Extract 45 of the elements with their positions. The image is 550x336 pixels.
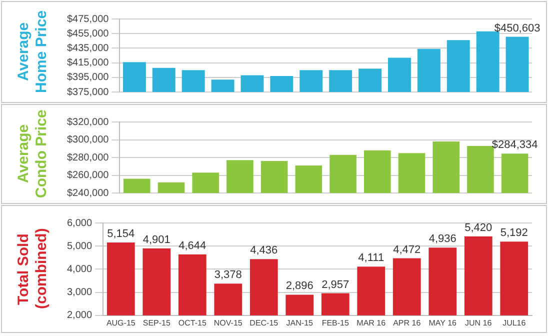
data-label: 2,896 <box>286 280 314 292</box>
data-label: 3,378 <box>214 269 242 282</box>
x-tick-label: SEP-15 <box>142 318 171 328</box>
x-tick-label: AUG-15 <box>106 318 136 328</box>
y-tick-label: $320,000 <box>66 116 110 128</box>
y-tick-label: $280,000 <box>66 152 110 164</box>
x-tick-label: JUL16 <box>502 318 526 328</box>
x-tick-label: DEC-15 <box>250 318 279 328</box>
x-tick-label: MAY 16 <box>428 318 458 328</box>
data-label: 4,644 <box>178 240 206 252</box>
y-tick-label: 4,000 <box>66 264 92 275</box>
data-label: $284,334 <box>492 139 538 152</box>
y-tick-label: 3,000 <box>66 287 92 298</box>
y-tick-label: $455,000 <box>66 28 110 40</box>
data-label: 4,111 <box>358 252 384 264</box>
y-tick-label: $435,000 <box>66 42 110 54</box>
y-axis-title: Total Sold (combined) <box>15 228 51 312</box>
y-tick-label: $240,000 <box>66 188 110 199</box>
x-tick-label: MAR 16 <box>356 318 386 328</box>
data-label: $450,603 <box>494 22 540 34</box>
y-tick-label: 5,000 <box>66 240 92 252</box>
data-label: 5,192 <box>500 227 528 240</box>
data-label: 4,472 <box>393 244 421 256</box>
y-tick-label: $395,000 <box>66 72 110 84</box>
x-tick-label: APR 16 <box>393 318 422 328</box>
x-tick-label: NOV-15 <box>214 318 243 328</box>
y-tick-label: $415,000 <box>66 58 110 69</box>
y-tick-label: 6,000 <box>66 218 92 229</box>
data-label: 4,436 <box>250 244 278 257</box>
x-tick-label: JUN 16 <box>465 318 492 328</box>
data-label: 4,936 <box>428 233 456 246</box>
data-label: 5,420 <box>464 222 492 234</box>
data-label: 2,957 <box>322 278 350 291</box>
y-tick-label: $475,000 <box>66 14 110 25</box>
y-tick-label: 2,000 <box>66 310 92 322</box>
x-tick-label: FEB-15 <box>322 318 350 328</box>
y-axis-title: Average Condo Price <box>15 108 51 200</box>
y-tick-label: $260,000 <box>66 170 110 181</box>
data-label: 5,154 <box>107 228 135 240</box>
x-tick-label: OCT-15 <box>178 318 207 328</box>
data-label: 4,901 <box>142 234 170 246</box>
x-tick-label: JAN-15 <box>286 318 314 328</box>
y-tick-label: $300,000 <box>66 134 110 146</box>
y-axis-title: Average Home Price <box>15 10 51 96</box>
y-tick-label: $375,000 <box>66 86 110 98</box>
